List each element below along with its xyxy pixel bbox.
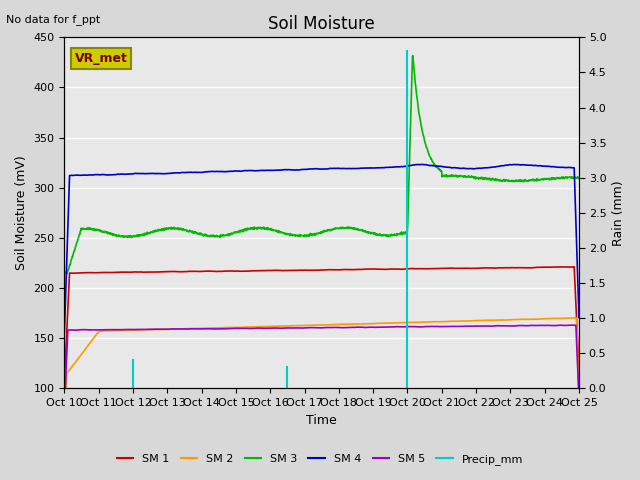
Text: VR_met: VR_met [75, 52, 127, 65]
Text: No data for f_ppt: No data for f_ppt [6, 14, 100, 25]
Y-axis label: Rain (mm): Rain (mm) [612, 180, 625, 246]
Y-axis label: Soil Moisture (mV): Soil Moisture (mV) [15, 156, 28, 270]
X-axis label: Time: Time [307, 414, 337, 427]
Title: Soil Moisture: Soil Moisture [268, 15, 375, 33]
Legend: SM 1, SM 2, SM 3, SM 4, SM 5, Precip_mm: SM 1, SM 2, SM 3, SM 4, SM 5, Precip_mm [112, 450, 528, 469]
